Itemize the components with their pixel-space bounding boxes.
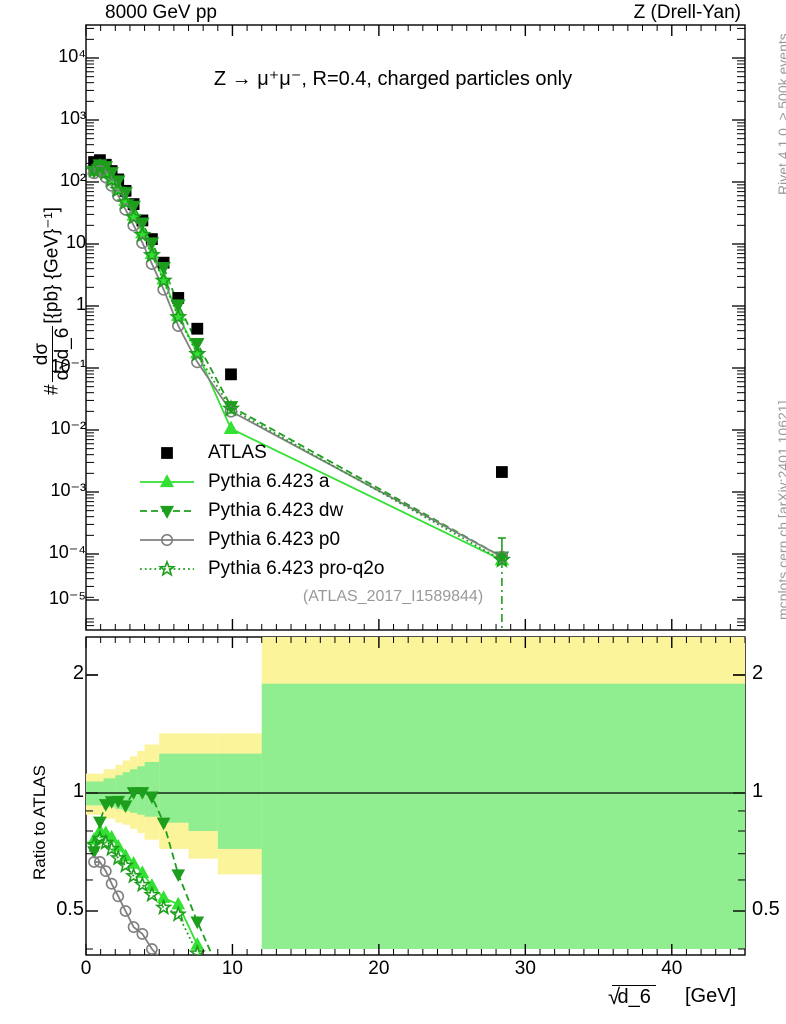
- x-axis-unit-label: [GeV]: [685, 985, 737, 1007]
- main-x-ticks: [85, 25, 746, 630]
- main-y-tick-label: 10⁻⁴: [48, 542, 86, 562]
- legend-item[interactable]: Pythia 6.423 pro-q2o: [138, 554, 384, 583]
- header-right-label: Z (Drell-Yan): [633, 2, 741, 23]
- ratio-data-layer: [86, 787, 214, 955]
- legend: ATLAS Pythia 6.423 a Pythia 6.423 dw Pythia…: [138, 438, 384, 583]
- ratio-band-layer: [86, 637, 745, 949]
- main-y-tick-label: 10³: [59, 108, 86, 128]
- main-y-tick-label: 1: [75, 294, 86, 314]
- x-tick-label: 10: [221, 958, 243, 979]
- ratio-x-ticks: [85, 637, 746, 955]
- main-y-tick-label: 10⁻¹: [50, 356, 86, 376]
- legend-item-label: Pythia 6.423 p0: [208, 528, 341, 550]
- legend-swatch-triangle-down-icon: [140, 505, 194, 519]
- x-tick-label: 20: [368, 958, 390, 979]
- ratio-y-tick-label-right: 0.5: [752, 898, 780, 920]
- legend-swatch-open-star-icon: [140, 559, 194, 577]
- x-tick-label: 0: [80, 958, 92, 979]
- ratio-y-tick-label-left: 2: [72, 661, 84, 684]
- analysis-watermark: (ATLAS_2017_I1589844): [302, 588, 484, 605]
- main-y-tick-label: 10: [65, 232, 86, 252]
- x-tick-label: 30: [514, 958, 536, 979]
- main-panel-frame: [85, 24, 746, 631]
- legend-item[interactable]: Pythia 6.423 a: [138, 467, 384, 496]
- main-y-tick-label: 10⁻²: [50, 418, 86, 438]
- page-title: Z → μ⁺μ⁻, R=0.4, charged particles only: [213, 68, 573, 90]
- legend-item-label: Pythia 6.423 a: [208, 470, 330, 492]
- x-axis-sqrt-glyph: √: [608, 984, 621, 1009]
- legend-item[interactable]: Pythia 6.423 dw: [138, 496, 384, 525]
- ratio-y-tick-label-left: 1: [72, 780, 84, 802]
- legend-item[interactable]: Pythia 6.423 p0: [138, 525, 384, 554]
- main-y-tick-label: 10²: [59, 170, 86, 190]
- main-y-tick-label: 10⁴: [58, 46, 86, 66]
- legend-item[interactable]: ATLAS: [138, 438, 384, 467]
- main-y-minor-ticks: [86, 27, 745, 627]
- main-y-tick-label: 10⁻⁵: [49, 588, 86, 608]
- legend-item-label: Pythia 6.423 dw: [208, 499, 344, 521]
- main-y-major-ticks: [86, 57, 745, 601]
- ratio-y-ticks: [86, 674, 745, 950]
- main-data-layer: [86, 154, 512, 630]
- x-axis-label: d_6: [612, 985, 657, 1008]
- x-tick-label: 40: [661, 958, 683, 979]
- legend-swatch-triangle-up-icon: [140, 473, 194, 487]
- legend-item-label: Pythia 6.423 pro-q2o: [208, 557, 385, 579]
- legend-swatch-filled-square-icon: [161, 446, 173, 459]
- header-left-label: 8000 GeV pp: [105, 2, 217, 23]
- ratio-y-tick-label-right: 2: [752, 661, 764, 684]
- legend-item-label: ATLAS: [208, 441, 267, 463]
- ratio-y-tick-label-left: 0.5: [56, 898, 84, 920]
- legend-swatch-open-circle-icon: [140, 533, 194, 546]
- main-y-tick-label: 10⁻³: [50, 480, 86, 500]
- ratio-y-tick-label-right: 1: [752, 780, 764, 802]
